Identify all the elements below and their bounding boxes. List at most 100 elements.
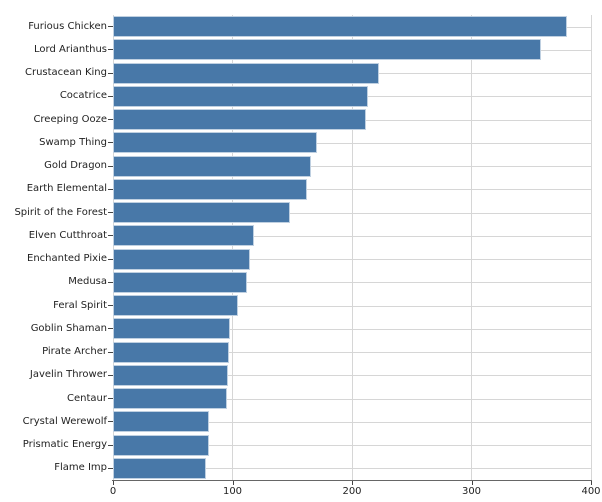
- bar-row: [113, 364, 591, 387]
- v-gridline-200: [351, 15, 353, 480]
- y-tick-mark: [108, 467, 113, 469]
- bar-row: [113, 271, 591, 294]
- bar-gold-dragon: [113, 155, 312, 177]
- bar-row: [113, 62, 591, 85]
- y-tick-mark: [108, 398, 113, 400]
- h-gridline: [113, 235, 591, 237]
- category-label: Centaur: [67, 392, 107, 404]
- h-gridline: [113, 328, 591, 330]
- h-gridline: [113, 212, 591, 214]
- h-gridline: [113, 375, 591, 377]
- category-label: Feral Spirit: [53, 299, 107, 311]
- bar-row: [113, 38, 591, 61]
- y-tick-mark: [108, 281, 113, 283]
- bar-javelin-thrower: [113, 364, 228, 386]
- bar-row: [113, 155, 591, 178]
- bar-earth-elemental: [113, 178, 307, 200]
- y-tick-mark: [108, 421, 113, 423]
- category-label: Lord Arianthus: [34, 43, 107, 55]
- category-label: Flame Imp: [54, 462, 107, 474]
- y-tick-mark: [108, 351, 113, 353]
- x-tick-label: 100: [222, 486, 243, 497]
- bar-row: [113, 15, 591, 38]
- bar-pirate-archer: [113, 341, 229, 363]
- x-tick-label: 400: [581, 486, 601, 497]
- category-label: Prismatic Energy: [22, 439, 107, 451]
- category-label: Goblin Shaman: [30, 322, 107, 334]
- h-gridline: [113, 166, 591, 168]
- y-axis-spine: [113, 15, 114, 480]
- x-axis-spine: [112, 480, 592, 481]
- bar-row: [113, 85, 591, 108]
- bar-crustacean-king: [113, 62, 380, 84]
- y-tick-mark: [108, 119, 113, 121]
- category-label: Spirit of the Forest: [14, 206, 107, 218]
- bar-row: [113, 131, 591, 154]
- bar-row: [113, 248, 591, 271]
- category-label: Pirate Archer: [42, 346, 107, 358]
- h-gridline: [113, 305, 591, 307]
- bar-cocatrice: [113, 85, 368, 107]
- bar-goblin-shaman: [113, 318, 231, 340]
- bar-elven-cutthroat: [113, 225, 254, 247]
- bar-centaur: [113, 388, 227, 410]
- h-gridline: [113, 259, 591, 261]
- bar-medusa: [113, 271, 247, 293]
- x-tick-mark: [232, 481, 234, 485]
- bar-flame-imp: [113, 457, 207, 479]
- v-gridline-400: [590, 15, 592, 480]
- category-label: Earth Elemental: [26, 183, 107, 195]
- h-gridline: [113, 421, 591, 423]
- h-gridline: [113, 398, 591, 400]
- category-label: Furious Chicken: [28, 20, 107, 32]
- bar-row: [113, 434, 591, 457]
- bar-spirit-of-the-forest: [113, 202, 290, 224]
- bar-prismatic-energy: [113, 434, 209, 456]
- category-label: Gold Dragon: [44, 160, 107, 172]
- bar-furious-chicken: [113, 16, 568, 38]
- x-tick-label: 0: [109, 486, 117, 497]
- category-label: Medusa: [68, 276, 107, 288]
- bar-crystal-werewolf: [113, 411, 209, 433]
- h-gridline: [113, 189, 591, 191]
- bar-row: [113, 201, 591, 224]
- y-tick-mark: [108, 258, 113, 260]
- x-tick-mark: [471, 481, 473, 485]
- v-gridline-300: [471, 15, 472, 480]
- y-tick-mark: [108, 444, 113, 446]
- y-tick-mark: [108, 72, 113, 74]
- h-gridline: [113, 445, 591, 447]
- h-gridline: [113, 352, 591, 354]
- y-tick-mark: [108, 142, 113, 144]
- category-label: Elven Cutthroat: [28, 229, 107, 241]
- bar-row: [113, 410, 591, 433]
- x-tick-label: 200: [342, 486, 362, 497]
- y-tick-mark: [108, 188, 113, 190]
- bar-row: [113, 457, 591, 480]
- y-tick-mark: [108, 49, 113, 51]
- category-label: Swamp Thing: [39, 136, 107, 148]
- bar-row: [113, 224, 591, 247]
- bar-row: [113, 317, 591, 340]
- x-tick-label: 300: [461, 486, 482, 497]
- category-label: Crustacean King: [24, 67, 107, 79]
- category-label: Enchanted Pixie: [27, 253, 107, 265]
- plot-area: [113, 15, 592, 480]
- category-label: Cocatrice: [59, 90, 107, 102]
- h-gridline: [113, 282, 591, 284]
- y-tick-mark: [108, 374, 113, 376]
- y-tick-mark: [108, 235, 113, 237]
- y-tick-mark: [108, 26, 113, 28]
- h-gridline: [113, 142, 591, 144]
- bar-creeping-ooze: [113, 109, 367, 131]
- category-label: Crystal Werewolf: [22, 415, 107, 427]
- bar-row: [113, 387, 591, 410]
- x-tick-mark: [352, 481, 353, 485]
- x-tick-mark: [113, 481, 114, 485]
- bar-row: [113, 294, 591, 317]
- y-tick-mark: [108, 95, 113, 97]
- bar-enchanted-pixie: [113, 248, 251, 270]
- y-tick-mark: [108, 212, 113, 214]
- v-gridline-100: [232, 15, 233, 480]
